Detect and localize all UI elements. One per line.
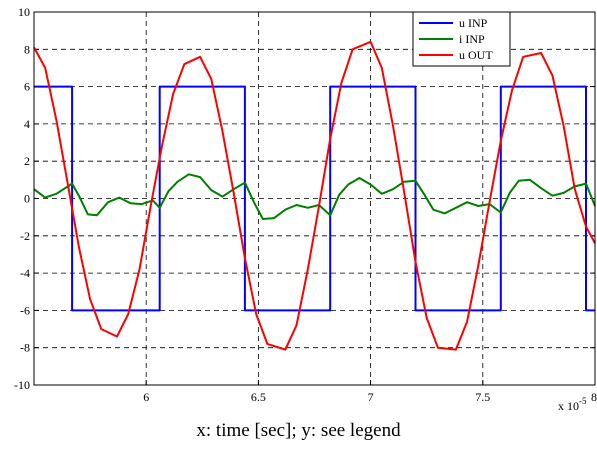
- plot-area-border: [33, 11, 596, 386]
- series-layer: [33, 40, 596, 351]
- legend: u INP i INP u OUT: [412, 11, 511, 67]
- legend-label-u-out: u OUT: [459, 48, 493, 62]
- x-tick-label: 7.5: [475, 390, 490, 404]
- y-tick-label: -6: [20, 303, 30, 317]
- y-tick-label: 4: [24, 117, 30, 131]
- series-line-u-out: [33, 40, 596, 351]
- x-scale-note: x 10-5: [558, 396, 587, 413]
- tick-labels: -10 -8 -6 -4 -2 0 2 4 6 8 10 6 6.5 7 7.5 8: [14, 5, 597, 404]
- chart: -10 -8 -6 -4 -2 0 2 4 6 8 10 6 6.5 7 7.5 8 x 10-5 u INP…: [14, 5, 597, 413]
- series-line-u-inp: [34, 85, 595, 312]
- y-tick-label: 6: [24, 80, 30, 94]
- y-tick-label: -8: [20, 341, 30, 355]
- y-tick-label: 2: [24, 154, 30, 168]
- x-tick-label: 7: [368, 390, 374, 404]
- x-scale-exponent: -5: [579, 396, 587, 406]
- x-tick-label: 6.5: [251, 390, 266, 404]
- x-tick-label: 8: [591, 390, 597, 404]
- legend-label-u-inp: u INP: [459, 16, 488, 30]
- y-tick-label: -10: [14, 378, 30, 392]
- plot-frame: [33, 11, 596, 386]
- y-tick-label: -2: [20, 229, 30, 243]
- legend-label-i-inp: i INP: [459, 32, 485, 46]
- x-scale-base: x 10: [558, 399, 579, 413]
- y-tick-label: 8: [24, 42, 30, 56]
- y-tick-label: -4: [20, 266, 30, 280]
- series-line-i-inp: [33, 173, 596, 220]
- y-tick-label: 10: [18, 5, 30, 19]
- figure-caption: x: time [sec]; y: see legend: [196, 420, 401, 441]
- x-tick-label: 6: [143, 390, 149, 404]
- y-tick-label: 0: [24, 192, 30, 206]
